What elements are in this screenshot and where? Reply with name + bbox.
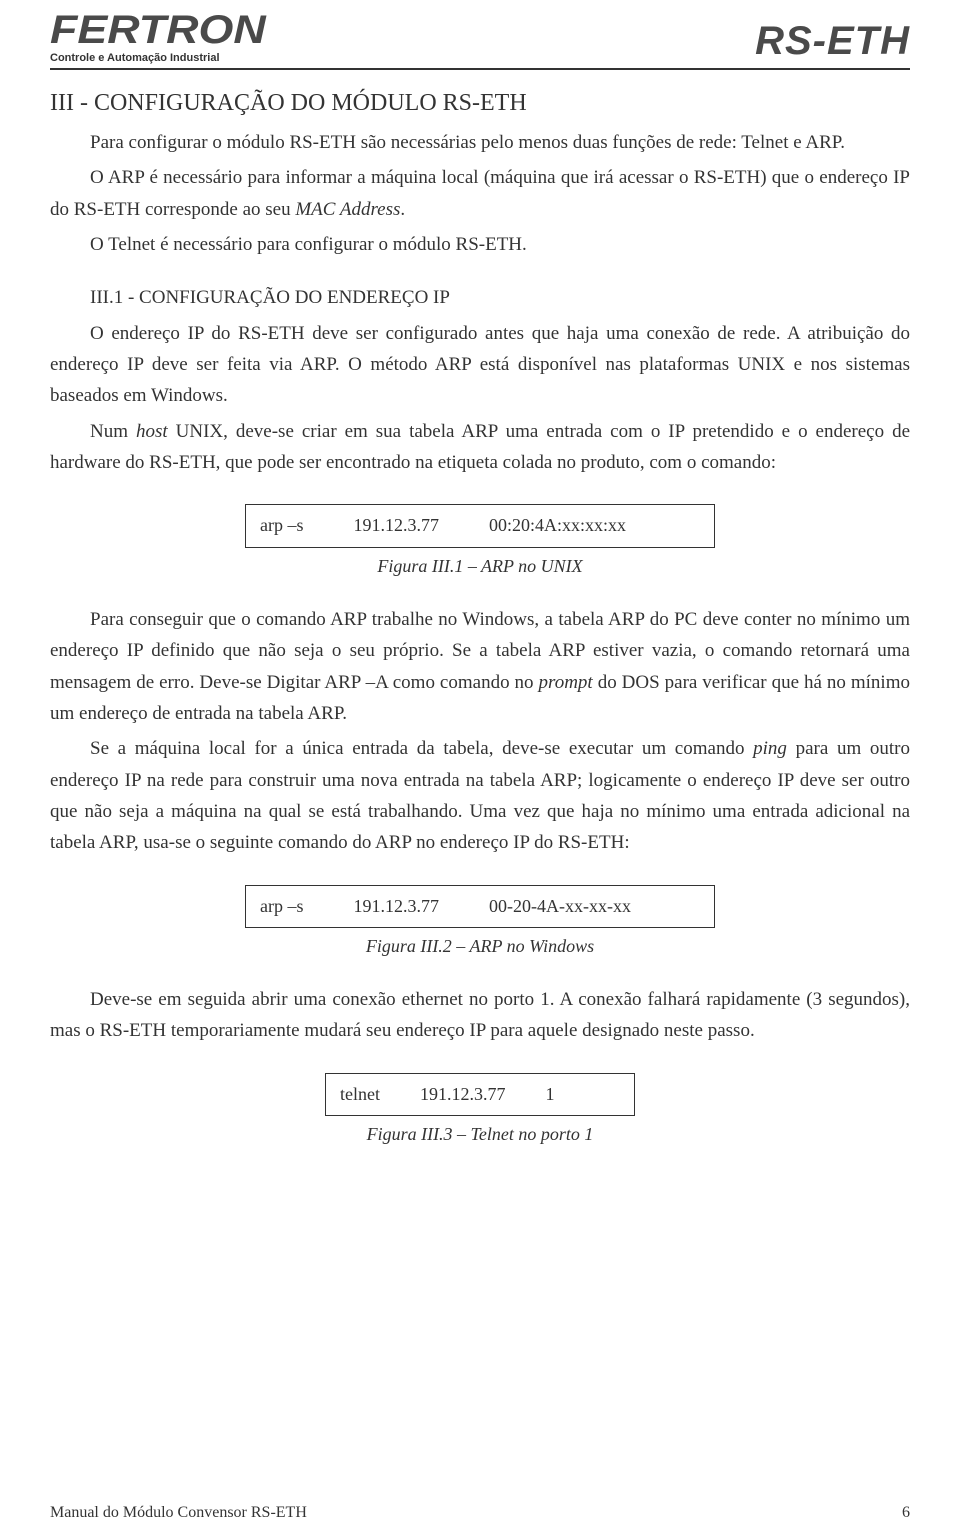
sub1-paragraph-3: Para conseguir que o comando ARP trabalh… bbox=[50, 604, 910, 729]
intro-paragraph-1: Para configurar o módulo RS-ETH são nece… bbox=[50, 127, 910, 158]
intro-paragraph-2: O ARP é necessário para informar a máqui… bbox=[50, 162, 910, 225]
sub1-paragraph-1: O endereço IP do RS-ETH deve ser configu… bbox=[50, 318, 910, 412]
cmd-mac: 00-20-4A-xx-xx-xx bbox=[489, 892, 631, 922]
page-header: FERTRON Controle e Automação Industrial … bbox=[50, 0, 910, 64]
cmd-ip: 191.12.3.77 bbox=[354, 511, 440, 541]
prompt-term: prompt bbox=[539, 672, 593, 693]
section-title: III - CONFIGURAÇÃO DO MÓDULO RS-ETH bbox=[50, 90, 910, 117]
company-logo-text: FERTRON bbox=[50, 10, 266, 50]
sub1-paragraph-2: Num host UNIX, deve-se criar em sua tabe… bbox=[50, 416, 910, 479]
intro-paragraph-3: O Telnet é necessário para configurar o … bbox=[50, 229, 910, 260]
sub1-paragraph-4: Se a máquina local for a única entrada d… bbox=[50, 733, 910, 858]
command-box-windows-arp: arp –s 191.12.3.77 00-20-4A-xx-xx-xx bbox=[245, 885, 715, 929]
subsection-title: III.1 - CONFIGURAÇÃO DO ENDEREÇO IP bbox=[50, 282, 910, 313]
logo-block: FERTRON Controle e Automação Industrial bbox=[50, 10, 243, 64]
text-span: UNIX, deve-se criar em sua tabela ARP um… bbox=[50, 421, 910, 473]
text-span: O ARP é necessário para informar a máqui… bbox=[50, 167, 910, 219]
company-tagline: Controle e Automação Industrial bbox=[50, 52, 243, 64]
sub1-paragraph-5: Deve-se em seguida abrir uma conexão eth… bbox=[50, 984, 910, 1047]
cmd-name: telnet bbox=[340, 1080, 380, 1110]
body-content: Para configurar o módulo RS-ETH são nece… bbox=[50, 127, 910, 1150]
text-span: Se a máquina local for a única entrada d… bbox=[90, 738, 753, 759]
product-name: RS-ETH bbox=[755, 19, 910, 64]
cmd-name: arp –s bbox=[260, 511, 304, 541]
figure-caption-2: Figura III.2 – ARP no Windows bbox=[50, 932, 910, 962]
document-page: FERTRON Controle e Automação Industrial … bbox=[0, 0, 960, 1534]
command-box-unix-arp: arp –s 191.12.3.77 00:20:4A:xx:xx:xx bbox=[245, 504, 715, 548]
cmd-port: 1 bbox=[545, 1080, 554, 1110]
cmd-ip: 191.12.3.77 bbox=[354, 892, 440, 922]
cmd-name: arp –s bbox=[260, 892, 304, 922]
footer-title: Manual do Módulo Convensor RS-ETH bbox=[50, 1504, 307, 1522]
text-span: . bbox=[400, 199, 405, 220]
figure-caption-3: Figura III.3 – Telnet no porto 1 bbox=[50, 1120, 910, 1150]
cmd-mac: 00:20:4A:xx:xx:xx bbox=[489, 511, 626, 541]
command-box-telnet: telnet 191.12.3.77 1 bbox=[325, 1073, 635, 1117]
header-divider bbox=[50, 68, 910, 70]
mac-address-term: MAC Address bbox=[295, 199, 400, 220]
figure-caption-1: Figura III.1 – ARP no UNIX bbox=[50, 552, 910, 582]
page-number: 6 bbox=[902, 1504, 910, 1522]
text-span: Num bbox=[90, 421, 136, 442]
host-term: host bbox=[136, 421, 168, 442]
cmd-ip: 191.12.3.77 bbox=[420, 1080, 506, 1110]
page-footer: Manual do Módulo Convensor RS-ETH 6 bbox=[50, 1504, 910, 1522]
ping-term: ping bbox=[753, 738, 787, 759]
